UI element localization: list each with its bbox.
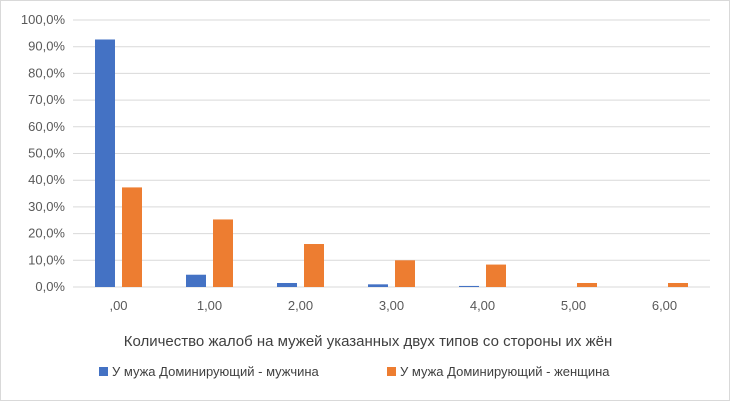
- y-tick-label: 50,0%: [28, 146, 65, 161]
- x-tick-label: ,00: [109, 298, 127, 313]
- x-tick-label: 2,00: [288, 298, 313, 313]
- bar-series-2: [668, 282, 688, 287]
- y-tick-label: 10,0%: [28, 252, 65, 267]
- legend-label: У мужа Доминирующий - мужчина: [112, 364, 320, 379]
- x-tick-label: 4,00: [470, 298, 495, 313]
- y-tick-label: 30,0%: [28, 199, 65, 214]
- y-axis-ticks: 0,0% 10,0% 20,0% 30,0% 40,0% 50,0% 60,0% 70,0% 8…: [21, 12, 66, 294]
- y-tick-label: 90,0%: [28, 39, 65, 54]
- bar-series-1: [459, 285, 479, 287]
- y-tick-label: 40,0%: [28, 172, 65, 187]
- x-tick-label: 5,00: [561, 298, 586, 313]
- bar-series-2: [395, 260, 415, 287]
- bar-series-1: [186, 274, 206, 287]
- y-tick-label: 60,0%: [28, 119, 65, 134]
- bar-series-1: [95, 39, 115, 288]
- y-tick-label: 80,0%: [28, 65, 65, 80]
- bar-series-2: [304, 244, 324, 287]
- legend: У мужа Доминирующий - мужчина У мужа Доми…: [99, 364, 610, 379]
- bar-series-1: [277, 282, 297, 287]
- legend-label: У мужа Доминирующий - женщина: [400, 364, 610, 379]
- x-tick-label: 3,00: [379, 298, 404, 313]
- y-tick-label: 20,0%: [28, 226, 65, 241]
- y-tick-label: 0,0%: [35, 279, 65, 294]
- x-axis-ticks: ,00 1,00 2,00 3,00 4,00 5,00 6,00: [109, 298, 677, 313]
- bar-series-2: [213, 219, 233, 287]
- bars: [95, 39, 688, 288]
- x-axis-title: Количество жалоб на мужей указанных двух…: [124, 333, 613, 350]
- bar-series-1: [368, 284, 388, 287]
- bar-series-2: [122, 187, 142, 287]
- x-tick-label: 1,00: [197, 298, 222, 313]
- y-tick-label: 100,0%: [21, 12, 66, 27]
- legend-swatch: [387, 367, 396, 376]
- x-tick-label: 6,00: [652, 298, 677, 313]
- bar-series-2: [486, 264, 506, 287]
- bar-series-2: [577, 282, 597, 287]
- y-tick-label: 70,0%: [28, 92, 65, 107]
- legend-swatch: [99, 367, 108, 376]
- gridlines: [73, 19, 710, 288]
